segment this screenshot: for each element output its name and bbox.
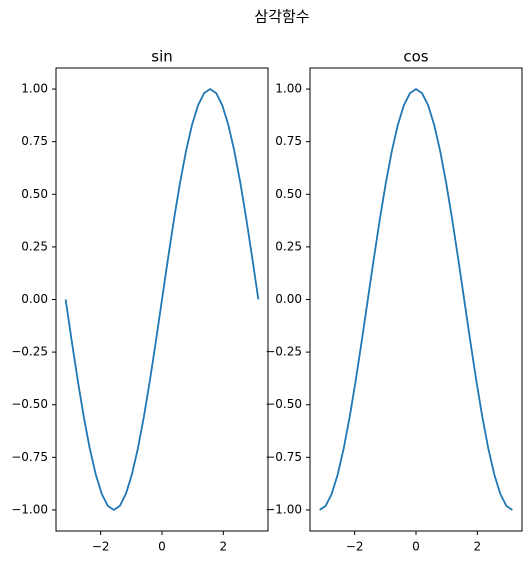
y-tick-label: 0.00 — [21, 292, 48, 306]
axes-frame — [55, 67, 269, 532]
y-tick-label: 0.00 — [275, 292, 302, 306]
y-tick-label: −0.50 — [265, 397, 302, 411]
x-tick-label: 0 — [412, 540, 420, 554]
figure-title: 삼각함수 — [254, 8, 309, 26]
x-tick-label: −2 — [346, 540, 364, 554]
x-tick-label: 2 — [474, 540, 482, 554]
x-tick-label: 2 — [220, 540, 228, 554]
y-tick-label: 0.75 — [21, 134, 48, 148]
y-tick-label: −0.75 — [265, 450, 302, 464]
y-tick-label: −0.25 — [11, 345, 48, 359]
y-tick-label: 0.75 — [275, 134, 302, 148]
line — [64, 87, 260, 512]
y-tick-label: 0.25 — [21, 239, 48, 253]
y-tick-label: −1.00 — [11, 502, 48, 516]
y-tick-label: 1.00 — [275, 82, 302, 96]
axes-title: sin — [151, 48, 173, 66]
axes-title: cos — [403, 48, 428, 66]
y-tick-label: 1.00 — [21, 82, 48, 96]
y-tick-label: −0.50 — [11, 397, 48, 411]
y-tick-label: −1.00 — [265, 502, 302, 516]
y-tick-label: 0.50 — [21, 187, 48, 201]
y-tick-label: −0.75 — [11, 450, 48, 464]
y-tick-label: 0.25 — [275, 239, 302, 253]
axes-frame — [309, 67, 523, 532]
x-tick-label: −2 — [92, 540, 110, 554]
y-tick-label: 0.50 — [275, 187, 302, 201]
x-tick-label: 0 — [158, 540, 166, 554]
y-tick-label: −0.25 — [265, 345, 302, 359]
line — [319, 87, 513, 511]
